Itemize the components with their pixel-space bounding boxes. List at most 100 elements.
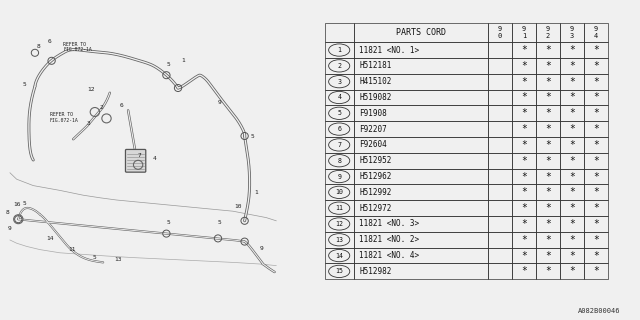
Text: 10: 10 [335,189,343,195]
Bar [560,42,584,58]
Text: *: * [545,266,551,276]
Bar [488,105,512,121]
Bar [325,105,354,121]
Text: *: * [545,156,551,166]
Text: *: * [593,203,599,213]
Bar [354,42,488,58]
Bar [536,216,560,232]
Bar [325,184,354,200]
Text: *: * [545,235,551,245]
Bar [325,137,354,153]
Text: *: * [593,235,599,245]
Text: 9
2: 9 2 [546,26,550,39]
Text: *: * [569,187,575,197]
Bar [536,42,560,58]
Bar [560,263,584,279]
Bar [488,248,512,263]
Text: *: * [593,251,599,260]
Text: *: * [569,61,575,71]
Text: 9: 9 [259,245,263,251]
Text: F91908: F91908 [360,109,387,118]
Bar [354,263,488,279]
Text: *: * [569,124,575,134]
Text: REFER TO
FIG.072-1A: REFER TO FIG.072-1A [50,112,79,123]
Bar [560,121,584,137]
Text: 11821 <NO. 1>: 11821 <NO. 1> [360,45,419,54]
Text: *: * [593,140,599,150]
Bar [536,184,560,200]
Text: 5: 5 [22,201,26,206]
Bar [560,23,584,42]
Bar [512,137,536,153]
Text: *: * [593,45,599,55]
Text: *: * [545,77,551,87]
Text: 5: 5 [166,220,170,225]
Bar [560,232,584,248]
Bar [512,232,536,248]
Text: 10: 10 [234,204,242,209]
Text: *: * [545,124,551,134]
Text: *: * [545,187,551,197]
Text: 11821 <NO. 3>: 11821 <NO. 3> [360,220,419,228]
Text: H519082: H519082 [360,93,392,102]
Bar [354,90,488,105]
Bar [512,23,536,42]
Text: 11821 <NO. 4>: 11821 <NO. 4> [360,251,419,260]
Bar [512,105,536,121]
Text: *: * [593,77,599,87]
Text: *: * [593,172,599,181]
Text: 4: 4 [153,156,157,161]
Bar [325,232,354,248]
Text: *: * [521,92,527,102]
Bar [560,169,584,184]
Text: 5: 5 [166,61,170,67]
Bar [512,216,536,232]
Bar [488,90,512,105]
Text: 5: 5 [251,133,255,139]
Text: 7: 7 [337,142,341,148]
Text: *: * [593,266,599,276]
Bar [584,200,608,216]
Bar [536,90,560,105]
Text: *: * [569,77,575,87]
Bar [354,200,488,216]
Text: *: * [569,172,575,181]
Text: *: * [521,124,527,134]
Bar [354,58,488,74]
Text: *: * [569,92,575,102]
Text: H512181: H512181 [360,61,392,70]
Bar [325,90,354,105]
Bar [560,200,584,216]
Text: 7: 7 [138,153,141,158]
Text: PARTS CORD: PARTS CORD [396,28,446,37]
Text: 14: 14 [46,236,54,241]
Text: 1: 1 [181,58,185,63]
Bar [488,58,512,74]
Bar [584,23,608,42]
Text: *: * [521,108,527,118]
Text: *: * [521,266,527,276]
Bar [488,216,512,232]
Bar [584,216,608,232]
Bar [584,137,608,153]
Text: 2: 2 [337,63,341,69]
Text: 14: 14 [335,252,343,259]
Bar [512,169,536,184]
Text: H512992: H512992 [360,188,392,197]
Text: *: * [593,187,599,197]
Bar [488,200,512,216]
Bar [354,105,488,121]
Bar [354,121,488,137]
Text: 9: 9 [337,173,341,180]
Text: 9
4: 9 4 [594,26,598,39]
Bar [354,23,488,42]
Text: *: * [569,266,575,276]
Bar [512,58,536,74]
Text: *: * [521,172,527,181]
Bar [488,23,512,42]
Text: 11821 <NO. 2>: 11821 <NO. 2> [360,235,419,244]
Bar [584,42,608,58]
Bar [584,248,608,263]
Bar [584,105,608,121]
Bar [354,74,488,90]
